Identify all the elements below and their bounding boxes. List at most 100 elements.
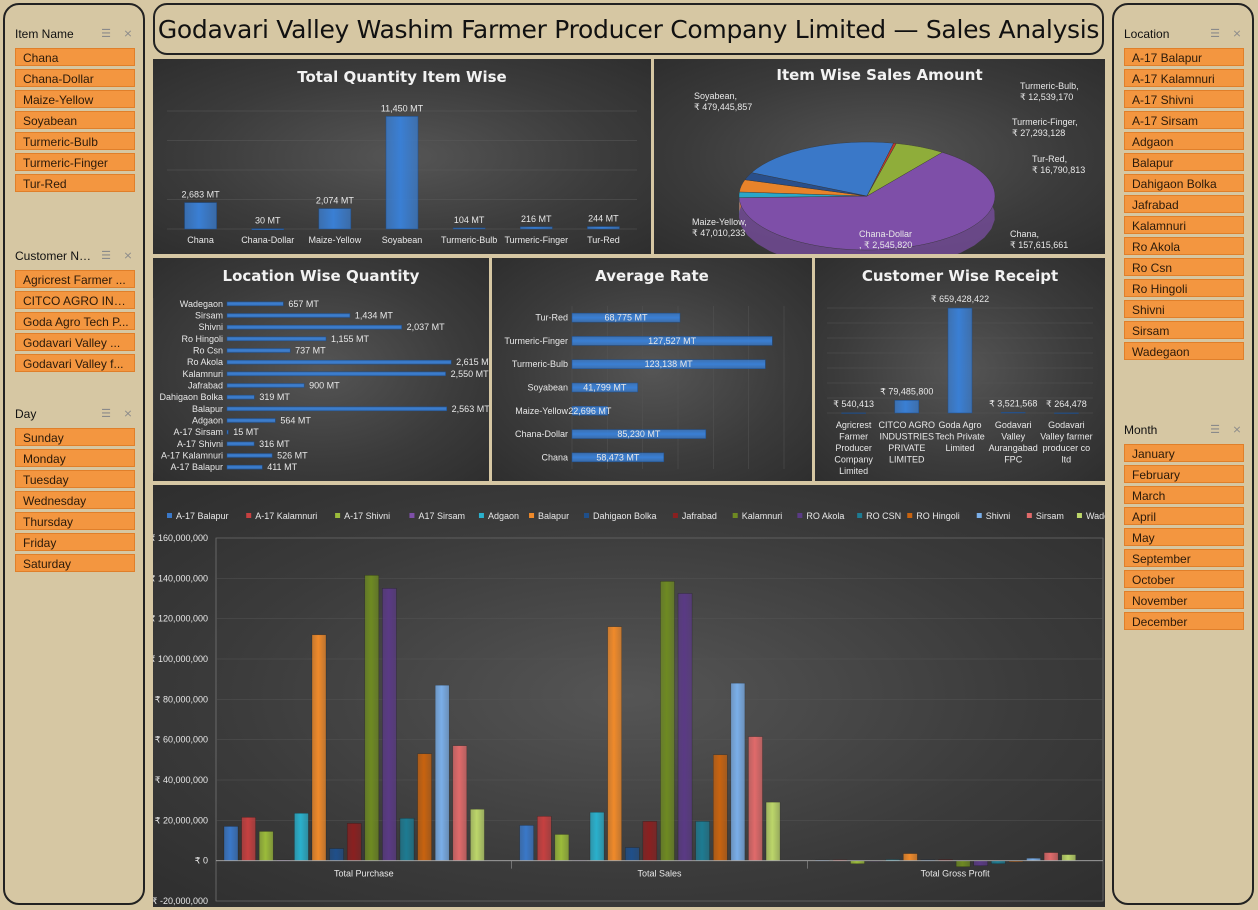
clear-filter-icon[interactable]: ⨯ <box>1232 28 1242 40</box>
bar[interactable] <box>318 208 352 230</box>
slicer-item-location[interactable]: Ro Hingoli <box>1124 279 1244 297</box>
bar[interactable] <box>226 453 273 458</box>
slicer-item-item[interactable]: Maize-Yellow <box>15 90 135 108</box>
bar[interactable] <box>184 202 217 230</box>
multi-select-icon[interactable]: ☰ <box>101 250 111 262</box>
slicer-item-customer[interactable]: CITCO AGRO INDU... <box>15 291 135 309</box>
bar[interactable] <box>894 400 920 414</box>
bar[interactable] <box>571 359 766 369</box>
slicer-item-location[interactable]: A-17 Sirsam <box>1124 111 1244 129</box>
bar[interactable] <box>850 860 865 864</box>
bar[interactable] <box>713 754 728 861</box>
multi-select-icon[interactable]: ☰ <box>1210 424 1220 436</box>
slicer-item-day[interactable]: Thursday <box>15 512 135 530</box>
bar[interactable] <box>226 383 305 388</box>
slicer-item-item[interactable]: Turmeric-Bulb <box>15 132 135 150</box>
bar[interactable] <box>226 336 327 342</box>
bar[interactable] <box>470 808 485 861</box>
slicer-item-location[interactable]: Dahigaon Bolka <box>1124 174 1244 192</box>
bar[interactable] <box>226 429 229 435</box>
slicer-item-item[interactable]: Chana <box>15 48 135 66</box>
multi-select-icon[interactable]: ☰ <box>1210 28 1220 40</box>
bar[interactable] <box>417 753 432 861</box>
bar[interactable] <box>765 801 781 861</box>
bar[interactable] <box>226 324 402 330</box>
bar[interactable] <box>364 575 380 861</box>
bar[interactable] <box>607 626 622 861</box>
pie-slice[interactable] <box>738 152 996 251</box>
bar[interactable] <box>955 860 971 867</box>
bar[interactable] <box>537 816 552 861</box>
slicer-item-month[interactable]: April <box>1124 507 1244 525</box>
bar[interactable] <box>1043 852 1059 861</box>
slicer-item-month[interactable]: May <box>1124 528 1244 546</box>
bar[interactable] <box>226 418 276 423</box>
bar[interactable] <box>642 821 658 861</box>
total-quantity-item-wise-chart[interactable]: Total Quantity Item Wise 2,683 MT Chana 30 … <box>153 59 651 254</box>
bar[interactable] <box>226 348 291 353</box>
bar[interactable] <box>452 227 486 230</box>
slicer-item-day[interactable]: Friday <box>15 533 135 551</box>
bar[interactable] <box>226 301 284 307</box>
slicer-item-location[interactable]: Kalamnuri <box>1124 216 1244 234</box>
slicer-item-month[interactable]: September <box>1124 549 1244 567</box>
slicer-item-day[interactable]: Saturday <box>15 554 135 572</box>
bar[interactable] <box>226 464 263 470</box>
slicer-item-day[interactable]: Sunday <box>15 428 135 446</box>
slicer-item-location[interactable]: Sirsam <box>1124 321 1244 339</box>
bar[interactable] <box>571 336 773 346</box>
bar[interactable] <box>589 812 605 861</box>
customer-wise-receipt-chart[interactable]: Customer Wise Receipt ₹ 540,413 Agricrest F… <box>815 258 1105 481</box>
bar[interactable] <box>571 406 608 416</box>
bar[interactable] <box>258 831 274 861</box>
slicer-item-item[interactable]: Tur-Red <box>15 174 135 192</box>
bar[interactable] <box>223 826 239 861</box>
bar[interactable] <box>452 745 468 861</box>
bar[interactable] <box>947 307 973 414</box>
clear-filter-icon[interactable]: ⨯ <box>123 28 133 40</box>
bar[interactable] <box>226 394 255 400</box>
slicer-item-item[interactable]: Chana-Dollar <box>15 69 135 87</box>
pie-slice[interactable] <box>866 143 943 197</box>
slicer-item-month[interactable]: February <box>1124 465 1244 483</box>
slicer-item-day[interactable]: Wednesday <box>15 491 135 509</box>
bar[interactable] <box>730 682 746 861</box>
bar[interactable] <box>973 860 988 866</box>
slicer-item-location[interactable]: Ro Akola <box>1124 237 1244 255</box>
location-wise-quantity-chart[interactable]: Location Wise Quantity Wadegaon 657 MT Sirs… <box>153 258 489 481</box>
bar[interactable] <box>382 588 397 861</box>
bar[interactable] <box>226 441 255 447</box>
bar[interactable] <box>571 429 707 439</box>
clear-filter-icon[interactable]: ⨯ <box>123 408 133 420</box>
slicer-item-month[interactable]: March <box>1124 486 1244 504</box>
slicer-item-month[interactable]: December <box>1124 612 1244 630</box>
slicer-item-location[interactable]: A-17 Balapur <box>1124 48 1244 66</box>
bar[interactable] <box>1054 412 1079 414</box>
bar[interactable] <box>571 312 681 323</box>
slicer-item-location[interactable]: Jafrabad <box>1124 195 1244 213</box>
slicer-item-customer[interactable]: Goda Agro Tech P... <box>15 312 135 330</box>
average-rate-chart[interactable]: Average Rate Tur-Red 68,775 MT Turmeric-Fin… <box>492 258 812 481</box>
slicer-item-location[interactable]: A-17 Shivni <box>1124 90 1244 108</box>
bar[interactable] <box>251 228 284 230</box>
bar[interactable] <box>311 634 327 861</box>
bar[interactable] <box>294 813 309 861</box>
bar[interactable] <box>226 313 351 318</box>
location-financials-chart[interactable]: A-17 Balapur A-17 Kalamnuri A-17 Shivni A17… <box>153 485 1105 907</box>
multi-select-icon[interactable]: ☰ <box>101 408 111 420</box>
slicer-item-location[interactable]: Ro Csn <box>1124 258 1244 276</box>
bar[interactable] <box>226 406 447 412</box>
bar[interactable] <box>385 116 419 230</box>
bar[interactable] <box>903 853 918 861</box>
bar[interactable] <box>520 226 553 230</box>
bar[interactable] <box>1000 412 1026 414</box>
bar[interactable] <box>226 359 452 365</box>
bar[interactable] <box>554 834 570 861</box>
slicer-item-item[interactable]: Turmeric-Finger <box>15 153 135 171</box>
slicer-item-location[interactable]: A-17 Kalamnuri <box>1124 69 1244 87</box>
clear-filter-icon[interactable]: ⨯ <box>123 250 133 262</box>
bar[interactable] <box>399 818 415 861</box>
slicer-item-customer[interactable]: Godavari Valley f... <box>15 354 135 372</box>
slicer-item-location[interactable]: Wadegaon <box>1124 342 1244 360</box>
slicer-item-item[interactable]: Soyabean <box>15 111 135 129</box>
